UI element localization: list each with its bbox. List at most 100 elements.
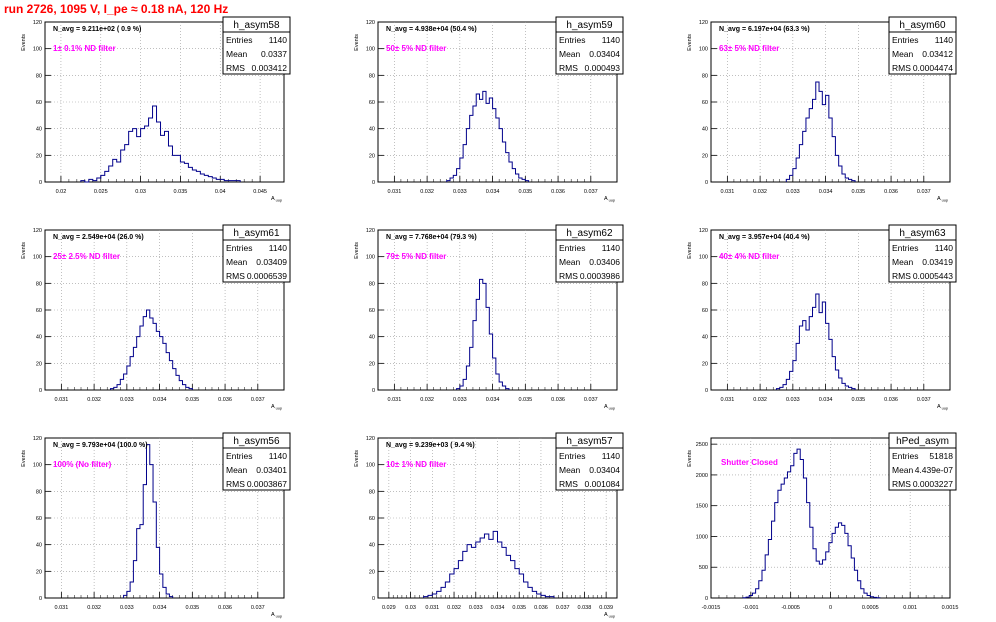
stat-mean-label: Mean	[892, 49, 914, 59]
y-tick-label: 0	[705, 596, 708, 602]
y-tick-label: 20	[369, 569, 375, 575]
y-tick-label: 40	[702, 127, 708, 133]
x-tick-label: 0.033	[120, 397, 134, 403]
y-tick-label: 40	[702, 335, 708, 341]
y-tick-label: 80	[36, 489, 42, 495]
x-tick-label: 0.036	[218, 397, 232, 403]
y-tick-label: 120	[33, 20, 42, 26]
y-axis-label: Events	[354, 34, 360, 51]
stats-box	[888, 224, 957, 283]
y-axis-label: Events	[687, 242, 693, 259]
y-tick-label: 0	[39, 596, 42, 602]
y-tick-label: 120	[366, 228, 375, 234]
y-tick-label: 0	[39, 180, 42, 186]
x-axis-label: Auup	[271, 612, 282, 619]
x-tick-label: 0.037	[251, 605, 265, 611]
y-tick-label: 20	[36, 569, 42, 575]
filter-annotation: 63± 5% ND filter	[719, 44, 779, 53]
stat-entries-label: Entries	[559, 451, 585, 461]
x-axis-label: Auup	[604, 612, 615, 619]
stat-entries-value: 1140	[269, 35, 288, 45]
y-tick-label: 40	[369, 127, 375, 133]
y-tick-label: 100	[366, 255, 375, 261]
x-tick-label: 0.031	[54, 605, 68, 611]
stat-rms-value: 0.0005443	[913, 271, 953, 281]
histogram-panel-h_asym60: 0.031 0.032 0.033 0.034 0.035 0.036 0.037 0 20 40…	[687, 16, 957, 203]
stat-mean-value: 0.03419	[922, 257, 953, 267]
y-tick-label: 60	[369, 100, 375, 106]
y-tick-label: 100	[33, 463, 42, 469]
stat-entries-value: 1140	[269, 243, 288, 253]
x-tick-label: 0.036	[884, 397, 898, 403]
histogram-outline	[775, 293, 856, 390]
stat-rms-label: RMS	[892, 479, 911, 489]
stat-mean-label: Mean	[559, 257, 581, 267]
stat-mean-label: Mean	[892, 465, 914, 475]
y-axis-label: Events	[687, 450, 693, 467]
navg-annotation: N_avg = 9.793e+04 (100.0 %)	[53, 442, 148, 449]
y-axis-label: Events	[687, 34, 693, 51]
stats-box	[555, 16, 624, 75]
x-tick-label: 0.035	[851, 397, 865, 403]
navg-annotation: N_avg = 9.211e+02 ( 0.9 %)	[53, 26, 141, 33]
y-tick-label: 0	[705, 388, 708, 394]
stat-mean-value: 0.03412	[922, 49, 953, 59]
y-tick-label: 40	[369, 335, 375, 341]
x-tick-label: 0.037	[251, 397, 265, 403]
x-tick-label: 0.032	[87, 605, 101, 611]
x-axis-label: Auup	[604, 404, 615, 411]
stat-rms-value: 0.0006539	[247, 271, 287, 281]
stats-box	[222, 432, 291, 491]
stat-mean-value: 0.0337	[261, 49, 287, 59]
x-tick-label: 0.037	[917, 189, 931, 195]
stat-rms-label: RMS	[226, 271, 245, 281]
y-tick-label: 80	[369, 73, 375, 79]
x-tick-label: 0.035	[185, 605, 199, 611]
stat-rms-value: 0.0004474	[913, 63, 953, 73]
y-tick-label: 20	[369, 361, 375, 367]
y-tick-label: 500	[699, 565, 708, 571]
stat-mean-value: 0.03404	[589, 465, 620, 475]
stat-entries-label: Entries	[226, 243, 252, 253]
y-tick-label: 1000	[696, 534, 708, 540]
x-tick-label: 0.034	[486, 189, 500, 195]
stat-entries-value: 51818	[929, 451, 953, 461]
x-tick-label: 0.045	[253, 189, 267, 195]
stat-mean-label: Mean	[226, 49, 248, 59]
filter-annotation: Shutter Closed	[721, 458, 778, 467]
x-tick-label: 0.02	[56, 189, 67, 195]
y-tick-label: 20	[36, 361, 42, 367]
y-tick-label: 80	[702, 281, 708, 287]
stat-rms-label: RMS	[559, 271, 578, 281]
x-tick-label: 0.033	[786, 397, 800, 403]
histogram-outline	[446, 90, 530, 182]
y-tick-label: 120	[366, 20, 375, 26]
stat-mean-label: Mean	[892, 257, 914, 267]
filter-annotation: 25± 2.5% ND filter	[53, 252, 120, 261]
histogram-panel-h_asym59: 0.031 0.032 0.033 0.034 0.035 0.036 0.037 0 20 40…	[354, 16, 624, 203]
y-tick-label: 80	[702, 73, 708, 79]
x-tick-label: 0.033	[120, 605, 134, 611]
y-tick-label: 120	[33, 228, 42, 234]
x-tick-label: 0.035	[518, 397, 532, 403]
y-tick-label: 0	[39, 388, 42, 394]
stat-mean-value: 4.439e-07	[915, 465, 954, 475]
x-tick-label: 0	[829, 605, 832, 611]
histogram-outline	[109, 309, 193, 390]
stat-entries-value: 1140	[602, 35, 621, 45]
y-axis-label: Events	[354, 450, 360, 467]
stat-entries-label: Entries	[559, 35, 585, 45]
stat-entries-value: 1140	[935, 35, 954, 45]
y-tick-label: 120	[699, 20, 708, 26]
stat-rms-value: 0.0003227	[913, 479, 953, 489]
filter-annotation: 79± 5% ND filter	[386, 252, 446, 261]
x-tick-label: 0.036	[551, 397, 565, 403]
y-tick-label: 120	[33, 436, 42, 442]
x-tick-label: 0.025	[94, 189, 108, 195]
x-tick-label: 0.001	[903, 605, 917, 611]
run-title: run 2726, 1095 V, I_pe ≈ 0.18 nA, 120 Hz	[4, 2, 229, 16]
stats-box	[888, 432, 957, 491]
stat-rms-label: RMS	[559, 63, 578, 73]
y-tick-label: 20	[702, 153, 708, 159]
y-tick-label: 60	[36, 100, 42, 106]
